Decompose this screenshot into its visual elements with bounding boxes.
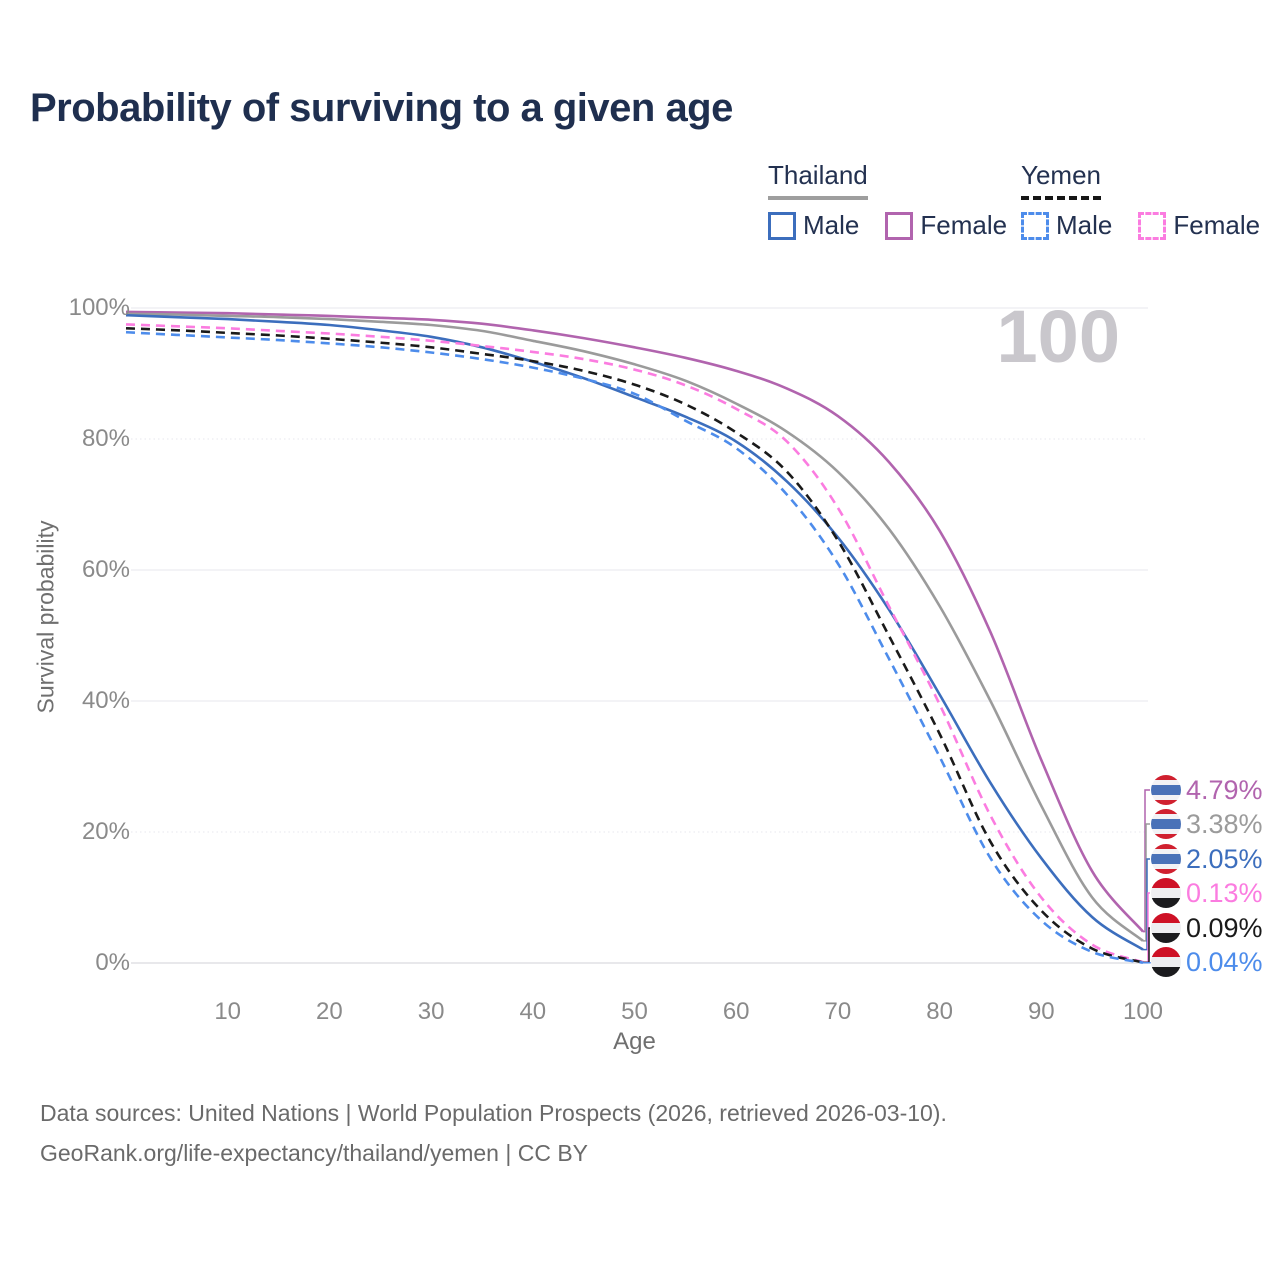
x-tick-80: 80 [926, 998, 953, 1025]
legend-swatch-yemen-male[interactable] [1021, 211, 1049, 240]
end-value-thailand-all: 3.38% [1186, 808, 1263, 839]
legend-swatch-thailand-male[interactable] [768, 211, 796, 240]
x-tick-100: 100 [1122, 998, 1164, 1025]
page-title: Probability of surviving to a given age [30, 86, 733, 130]
legend-item-thailand-female[interactable]: Female [920, 210, 1008, 240]
x-tick-70: 70 [824, 998, 852, 1025]
hover-age-watermark: 100 [996, 295, 1120, 378]
y-tick-20%: 20% [81, 818, 130, 845]
legend-swatch-thailand-female[interactable] [885, 211, 914, 240]
legend-group-thailand: Thailand Male Female [768, 160, 1033, 241]
curve-thailand-all[interactable] [125, 312, 1144, 942]
legend-item-thailand-male[interactable]: Male [803, 210, 860, 240]
legend-item-yemen-male[interactable]: Male [1056, 210, 1113, 240]
x-tick-30: 30 [417, 998, 445, 1025]
x-axis-label: Age [613, 1028, 656, 1055]
legend-row-yemen: Male Female [1021, 210, 1280, 241]
curve-yemen-male[interactable] [125, 330, 1144, 964]
yemen-flag-icon [1151, 913, 1181, 943]
y-tick-0%: 0% [95, 949, 130, 976]
thailand-flag-icon [1151, 775, 1181, 805]
end-label-thailand-male: 2.05% [1151, 842, 1263, 876]
end-value-yemen-all: 0.09% [1186, 912, 1263, 943]
end-value-yemen-female: 0.13% [1186, 877, 1263, 908]
end-connector-thailand-female [1143, 789, 1150, 933]
yemen-flag-icon [1151, 947, 1181, 977]
end-value-yemen-male: 0.04% [1186, 946, 1263, 977]
x-tick-10: 10 [214, 998, 242, 1025]
thailand-flag-icon [1151, 809, 1181, 839]
curve-yemen-all[interactable] [125, 327, 1144, 964]
end-label-yemen-male: 0.04% [1151, 945, 1263, 979]
source-note: Data sources: United Nations | World Pop… [40, 1093, 947, 1173]
end-connector-thailand-all [1143, 823, 1150, 942]
y-tick-60%: 60% [81, 556, 130, 583]
yemen-flag-icon [1151, 878, 1181, 908]
x-tick-50: 50 [621, 998, 648, 1025]
end-label-yemen-all: 0.09% [1151, 911, 1263, 945]
source-line-1: Data sources: United Nations | World Pop… [40, 1100, 947, 1126]
x-tick-20: 20 [316, 998, 343, 1025]
y-tick-100%: 100% [68, 294, 130, 321]
legend-swatch-yemen-female[interactable] [1138, 211, 1167, 240]
legend-row-thailand: Male Female [768, 210, 1033, 241]
x-tick-40: 40 [519, 998, 547, 1025]
source-line-2: GeoRank.org/life-expectancy/thailand/yem… [40, 1140, 589, 1166]
legend-group-yemen: Yemen Male Female [1021, 160, 1280, 241]
x-tick-90: 90 [1027, 998, 1055, 1025]
thailand-flag-icon [1151, 844, 1181, 874]
curve-yemen-female[interactable] [125, 323, 1144, 964]
legend-item-yemen-female[interactable]: Female [1173, 210, 1261, 240]
y-tick-40%: 40% [81, 687, 130, 714]
end-value-thailand-female: 4.79% [1186, 774, 1263, 805]
end-connector-yemen-male [1143, 961, 1151, 964]
end-connector-thailand-male [1143, 858, 1150, 951]
end-value-thailand-male: 2.05% [1186, 843, 1263, 874]
end-label-thailand-all: 3.38% [1151, 807, 1263, 841]
end-label-yemen-female: 0.13% [1151, 876, 1263, 910]
legend-country-yemen[interactable]: Yemen [1021, 160, 1101, 200]
curve-thailand-female[interactable] [125, 310, 1144, 933]
legend-country-thailand[interactable]: Thailand [768, 160, 868, 200]
end-label-thailand-female: 4.79% [1151, 773, 1263, 807]
x-tick-60: 60 [722, 998, 750, 1025]
y-tick-80%: 80% [81, 425, 130, 452]
y-axis-label: Survival probability [32, 520, 59, 714]
